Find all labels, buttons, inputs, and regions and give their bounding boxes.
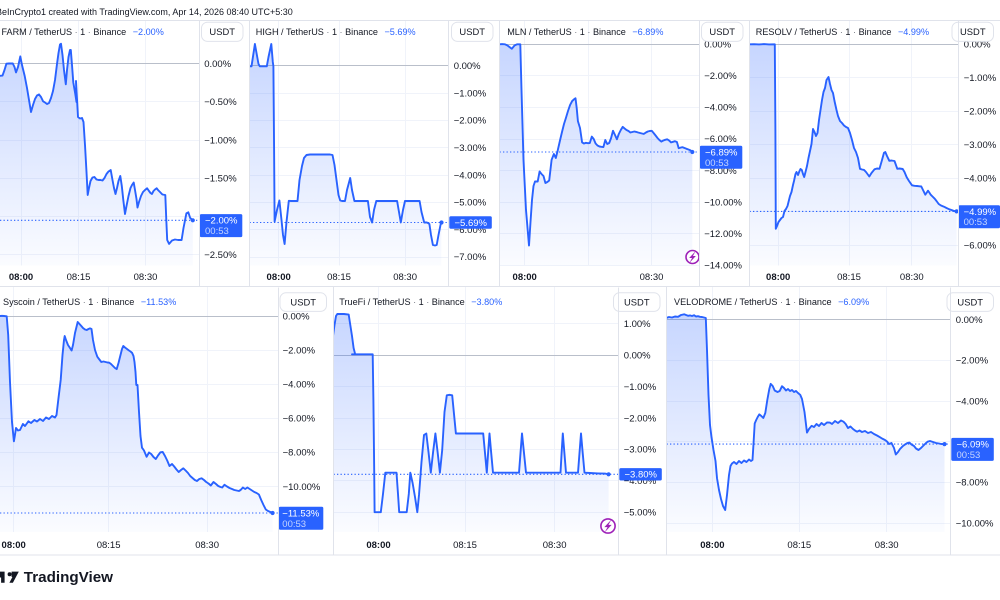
svg-text:USDT: USDT [960, 26, 986, 37]
svg-text:−10.00%: −10.00% [704, 197, 742, 208]
svg-text:08:30: 08:30 [900, 272, 924, 283]
svg-text:RESOLV / TetherUS · 1 · Binanc: RESOLV / TetherUS · 1 · Binance −4.99% [756, 27, 929, 37]
svg-text:−4.00%: −4.00% [964, 174, 997, 185]
svg-text:−4.00%: −4.00% [624, 476, 657, 487]
svg-text:HIGH / TetherUS · 1 · Binance: HIGH / TetherUS · 1 · Binance −5.69% [256, 27, 416, 37]
svg-text:−4.00%: −4.00% [283, 380, 316, 391]
svg-text:−1.00%: −1.00% [454, 88, 487, 99]
svg-text:−4.00%: −4.00% [956, 396, 989, 407]
svg-text:08:00: 08:00 [267, 272, 291, 283]
svg-text:−6.00%: −6.00% [454, 225, 487, 236]
svg-text:08:30: 08:30 [543, 540, 567, 551]
svg-text:00:53: 00:53 [282, 519, 306, 530]
svg-text:USDT: USDT [957, 296, 983, 307]
svg-text:08:30: 08:30 [134, 272, 158, 283]
svg-text:USDT: USDT [459, 26, 485, 37]
svg-text:−5.00%: −5.00% [624, 508, 657, 519]
svg-text:00:53: 00:53 [205, 226, 229, 237]
svg-text:Syscoin / TetherUS · 1 · Binan: Syscoin / TetherUS · 1 · Binance −11.53% [3, 297, 176, 307]
svg-text:USDT: USDT [709, 26, 735, 37]
svg-text:00:53: 00:53 [964, 217, 988, 228]
svg-text:08:30: 08:30 [393, 272, 417, 283]
svg-text:VELODROME / TetherUS · 1 · Bin: VELODROME / TetherUS · 1 · Binance −6.09… [674, 297, 869, 307]
svg-text:08:00: 08:00 [9, 272, 33, 283]
svg-text:−12.00%: −12.00% [704, 229, 742, 240]
svg-text:−8.00%: −8.00% [956, 478, 989, 489]
svg-text:0.00%: 0.00% [204, 59, 231, 70]
svg-text:−3.00%: −3.00% [624, 445, 657, 456]
svg-text:USDT: USDT [624, 296, 650, 307]
svg-text:08:30: 08:30 [875, 540, 899, 551]
svg-text:−2.50%: −2.50% [204, 250, 237, 261]
svg-text:0.00%: 0.00% [283, 311, 310, 322]
svg-text:08:15: 08:15 [327, 272, 351, 283]
svg-text:−1.50%: −1.50% [204, 174, 237, 185]
svg-text:08:15: 08:15 [837, 272, 861, 283]
svg-text:−4.00%: −4.00% [454, 170, 487, 181]
svg-text:08:00: 08:00 [700, 540, 724, 551]
svg-text:08:15: 08:15 [787, 540, 811, 551]
svg-text:−5.69%: −5.69% [455, 218, 488, 229]
svg-text:−14.00%: −14.00% [704, 261, 742, 272]
svg-text:0.00%: 0.00% [956, 315, 983, 326]
svg-text:08:15: 08:15 [67, 272, 91, 283]
svg-text:USDT: USDT [290, 296, 316, 307]
svg-text:−5.00%: −5.00% [454, 198, 487, 209]
svg-text:−6.09%: −6.09% [957, 440, 990, 451]
svg-text:USDT: USDT [209, 26, 235, 37]
svg-text:−2.00%: −2.00% [283, 346, 316, 357]
svg-text:−2.00%: −2.00% [704, 71, 737, 82]
svg-text:00:53: 00:53 [705, 158, 729, 169]
svg-text:08:30: 08:30 [195, 540, 219, 551]
svg-text:−3.00%: −3.00% [964, 140, 997, 151]
svg-text:−1.00%: −1.00% [204, 135, 237, 146]
svg-text:0.00%: 0.00% [704, 39, 731, 50]
svg-text:08:15: 08:15 [97, 540, 121, 551]
svg-text:−6.00%: −6.00% [964, 241, 997, 252]
svg-text:08:30: 08:30 [640, 272, 664, 283]
svg-text:1.00%: 1.00% [624, 319, 651, 330]
svg-text:08:00: 08:00 [513, 272, 537, 283]
svg-text:−4.00%: −4.00% [704, 103, 737, 114]
svg-text:−2.00%: −2.00% [454, 116, 487, 127]
svg-text:−10.00%: −10.00% [283, 482, 321, 493]
svg-text:08:15: 08:15 [453, 540, 477, 551]
svg-text:−11.53%: −11.53% [282, 508, 320, 519]
svg-text:TrueFi / TetherUS · 1 · Binanc: TrueFi / TetherUS · 1 · Binance −3.80% [339, 297, 502, 307]
svg-text:−2.00%: −2.00% [624, 413, 657, 424]
svg-text:−3.00%: −3.00% [454, 143, 487, 154]
svg-text:−10.00%: −10.00% [956, 518, 994, 529]
svg-text:−2.00%: −2.00% [964, 107, 997, 118]
svg-text:−1.00%: −1.00% [964, 73, 997, 84]
svg-text:BeInCrypto1 created with Tradi: BeInCrypto1 created with TradingView.com… [0, 7, 293, 17]
svg-text:−8.00%: −8.00% [283, 448, 316, 459]
svg-text:−1.00%: −1.00% [624, 382, 657, 393]
svg-text:−8.00%: −8.00% [704, 166, 737, 177]
svg-text:FARM / TetherUS · 1 · Binance: FARM / TetherUS · 1 · Binance −2.00% [2, 27, 164, 37]
svg-text:0.00%: 0.00% [964, 39, 991, 50]
svg-text:−6.89%: −6.89% [705, 147, 738, 158]
svg-text:08:00: 08:00 [2, 540, 26, 551]
svg-text:−2.00%: −2.00% [956, 356, 989, 367]
svg-text:0.00%: 0.00% [454, 61, 481, 72]
svg-text:−7.00%: −7.00% [454, 252, 487, 263]
svg-text:08:00: 08:00 [366, 540, 390, 551]
svg-text:−4.99%: −4.99% [964, 207, 997, 218]
svg-text:08:00: 08:00 [766, 272, 790, 283]
svg-text:0.00%: 0.00% [624, 351, 651, 362]
svg-text:00:53: 00:53 [957, 450, 981, 461]
svg-text:TradingView: TradingView [24, 569, 113, 586]
svg-text:−6.00%: −6.00% [704, 134, 737, 145]
svg-text:−0.50%: −0.50% [204, 97, 237, 108]
svg-text:−3.80%: −3.80% [625, 470, 658, 481]
svg-text:−6.00%: −6.00% [283, 414, 316, 425]
svg-text:MLN / TetherUS · 1 · Binance −: MLN / TetherUS · 1 · Binance −6.89% [507, 27, 663, 37]
svg-text:−2.00%: −2.00% [205, 216, 238, 227]
